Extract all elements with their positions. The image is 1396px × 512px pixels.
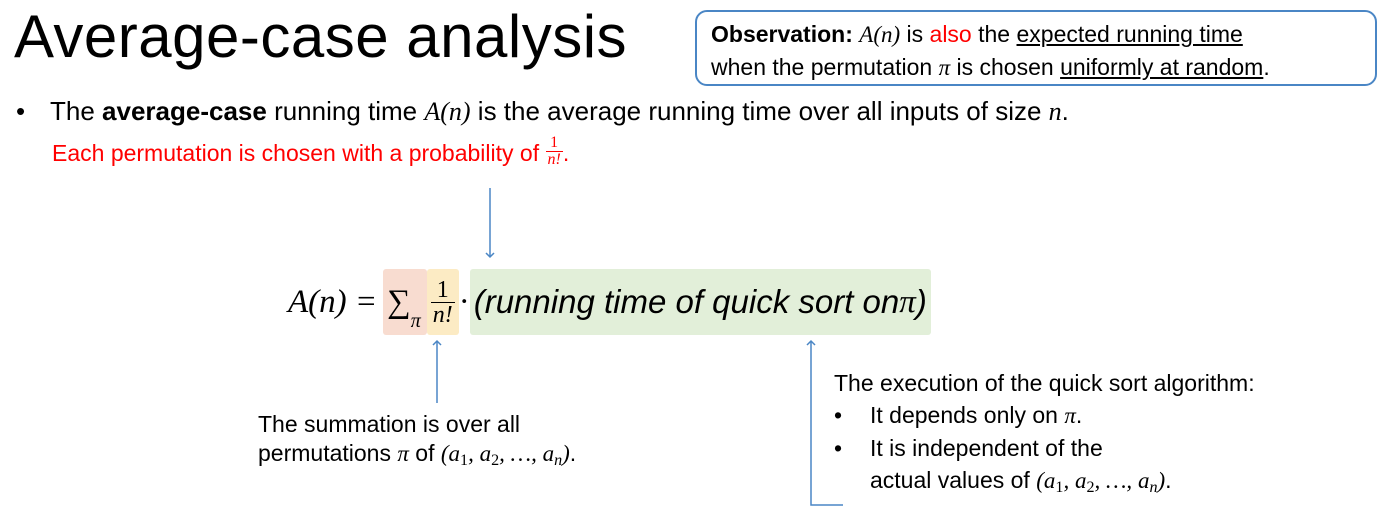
formula-running-time-text: (running time of quick sort on bbox=[473, 283, 900, 320]
execution-note-bullet-1: • bbox=[834, 402, 843, 428]
summation-note-permutations: permutations bbox=[258, 440, 398, 466]
probability-note: Each permutation is chosen with a probab… bbox=[52, 135, 570, 168]
summation-note-tuple: (a1, a2, …, an) bbox=[440, 441, 570, 470]
observation-the: the bbox=[971, 21, 1017, 47]
execution-note-item-1-text: It depends only on bbox=[870, 402, 1065, 428]
summation-note: The summation is over all permutations π… bbox=[258, 410, 576, 475]
execution-note-item-2: • It is independent of the bbox=[834, 432, 1255, 464]
observation-is: is bbox=[900, 21, 930, 47]
summation-note-line-2: permutations π of (a1, a2, …, an). bbox=[258, 439, 576, 475]
bullet-n: n bbox=[1048, 97, 1062, 126]
observation-when: when the permutation bbox=[711, 54, 939, 80]
formula-fraction-denominator: n! bbox=[432, 301, 453, 328]
bullet-the: The bbox=[50, 96, 103, 126]
formula-fraction-numerator: 1 bbox=[430, 278, 455, 303]
formula-summation-highlight: ∑ π bbox=[383, 269, 427, 335]
average-case-bullet: • The average-case running time A(n) is t… bbox=[16, 96, 1069, 127]
execution-note-item-1-pi: π bbox=[1064, 403, 1076, 428]
observation-box: Observation: A(n) is also the expected r… bbox=[695, 10, 1377, 86]
execution-arrow bbox=[806, 339, 843, 506]
probability-fraction: 1 n! bbox=[545, 135, 563, 169]
execution-note-item-1-period: . bbox=[1075, 402, 1083, 428]
observation-also: also bbox=[929, 21, 972, 47]
average-case-formula: A(n) = ∑ π 1 n! · (running time of quick s… bbox=[288, 264, 931, 340]
probability-fraction-numerator: 1 bbox=[545, 135, 563, 153]
summation-note-period: . bbox=[569, 440, 577, 466]
execution-note-item-2-line-1: It is independent of the bbox=[870, 435, 1103, 461]
observation-expected-running-time: expected running time bbox=[1016, 21, 1243, 47]
probability-note-period: . bbox=[562, 140, 570, 166]
summation-note-pi: π bbox=[397, 441, 409, 466]
execution-note-item-2-line-2: actual values of bbox=[870, 467, 1037, 493]
summation-symbol: ∑ bbox=[387, 283, 411, 320]
execution-note-period: . bbox=[1165, 467, 1172, 493]
bullet-period: . bbox=[1061, 96, 1069, 126]
probability-note-text: Each permutation is chosen with a probab… bbox=[52, 140, 546, 166]
formula-dot: · bbox=[458, 283, 470, 320]
formula-running-time-highlight: (running time of quick sort on π) bbox=[469, 269, 931, 335]
observation-line-1: Observation: A(n) is also the expected r… bbox=[711, 18, 1375, 51]
execution-note: The execution of the quick sort algorith… bbox=[834, 367, 1255, 504]
observation-period: . bbox=[1263, 54, 1270, 80]
bullet-a-of-n: A(n) bbox=[424, 97, 471, 126]
page-title: Average-case analysis bbox=[14, 3, 628, 70]
bullet-dot: • bbox=[16, 96, 26, 126]
formula-pi: π bbox=[899, 283, 916, 320]
observation-line-2: when the permutation π is chosen uniform… bbox=[711, 51, 1375, 84]
execution-note-bullet-2: • bbox=[834, 435, 843, 461]
formula-fraction-highlight: 1 n! bbox=[426, 269, 459, 335]
observation-is-chosen: is chosen bbox=[950, 54, 1061, 80]
execution-note-item-1: • It depends only on π. bbox=[834, 399, 1255, 432]
summation-subscript: π bbox=[410, 310, 421, 332]
formula-lhs: A(n) = bbox=[288, 283, 378, 320]
formula-close-paren: ) bbox=[915, 283, 927, 320]
observation-uniformly-at-random: uniformly at random bbox=[1060, 54, 1264, 80]
bullet-average-case: average-case bbox=[102, 96, 267, 126]
summation-note-of: of bbox=[408, 440, 441, 466]
summation-note-line-1: The summation is over all bbox=[258, 411, 521, 437]
execution-note-item-2-continued: actual values of (a1, a2, …, an). bbox=[834, 464, 1255, 504]
bullet-rest: is the average running time over all inp… bbox=[470, 96, 1049, 126]
bullet-running-time: running time bbox=[266, 96, 425, 126]
observation-a-of-n: A(n) bbox=[859, 22, 901, 47]
probability-fraction-denominator: n! bbox=[547, 151, 561, 169]
observation-label: Observation: bbox=[711, 21, 853, 47]
formula-fraction: 1 n! bbox=[430, 278, 455, 328]
execution-note-heading: The execution of the quick sort algorith… bbox=[834, 370, 1255, 396]
execution-note-tuple: (a1, a2, …, an) bbox=[1036, 468, 1166, 497]
observation-pi: π bbox=[938, 55, 951, 80]
